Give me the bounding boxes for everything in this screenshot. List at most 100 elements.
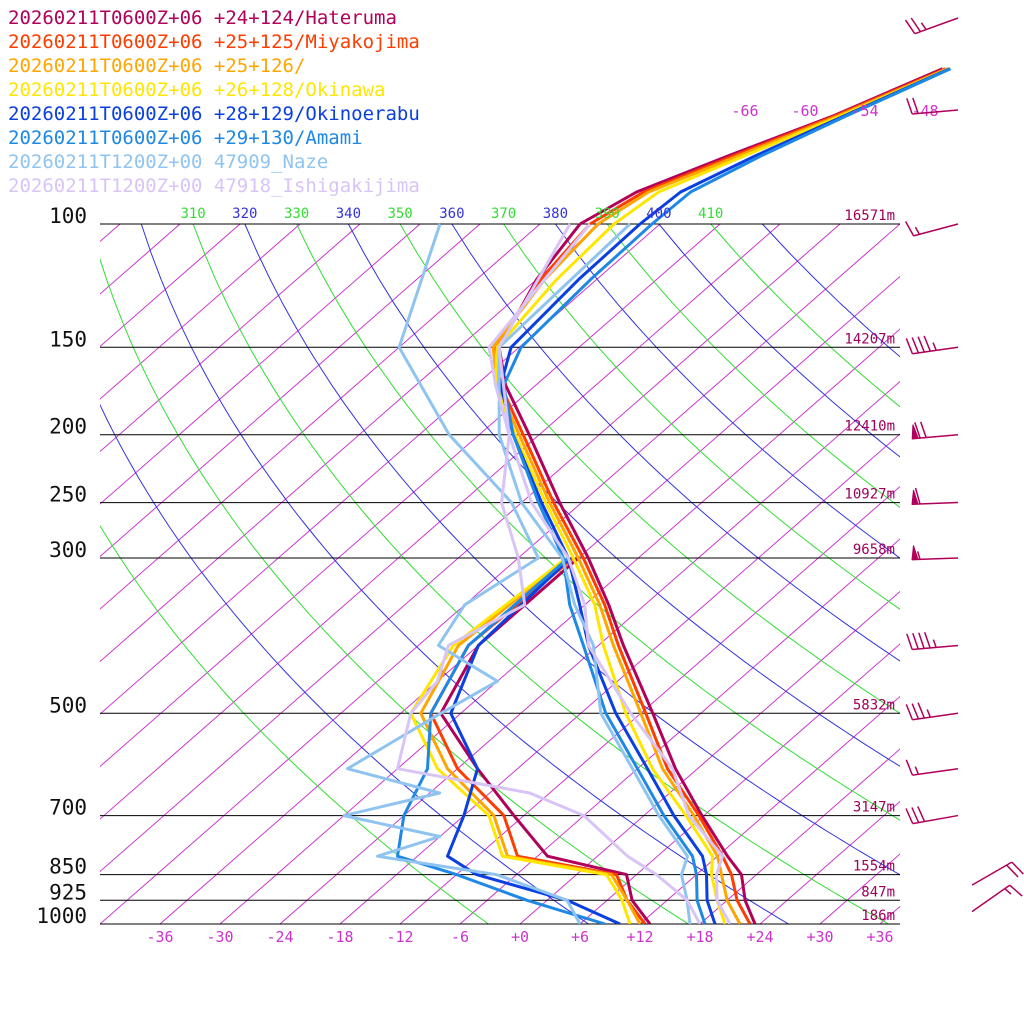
height-label: 5832m	[853, 697, 895, 713]
temperature-tick-label: +0	[511, 928, 529, 946]
wind-barb	[905, 335, 959, 355]
isotherm-line	[759, 800, 900, 924]
legend-entry: 20260211T0600Z+06 +24+124/Hateruma	[8, 7, 397, 29]
temperature-line	[487, 223, 732, 924]
temperature-line-upper	[651, 67, 952, 226]
moist-adiabat-line	[100, 524, 490, 924]
pressure-label: 925	[49, 880, 87, 904]
dry-adiabat-line	[347, 223, 900, 767]
theta-label: 340	[336, 206, 361, 222]
isotherm-line	[219, 328, 900, 924]
wind-barb	[906, 97, 959, 115]
temperature-tick-label: -18	[326, 928, 353, 946]
moist-adiabat-line	[100, 257, 690, 924]
isotherm-line	[579, 643, 900, 924]
isotherm-line	[699, 748, 900, 924]
isotherm-line	[100, 223, 541, 610]
wind-barb	[904, 17, 959, 35]
temperature-tick-label: +30	[806, 928, 833, 946]
temperature-tick-label: +18	[686, 928, 713, 946]
pressure-label: 850	[49, 855, 87, 879]
pressure-label: 1000	[36, 904, 87, 928]
legend-entry: 20260211T0600Z+06 +26+128/Okinawa	[8, 79, 386, 101]
isotherm-line	[100, 223, 841, 873]
legend: 20260211T0600Z+06 +24+124/Hateruma 202602…	[8, 7, 420, 197]
theta-label: 380	[543, 206, 568, 222]
theta-label: 350	[387, 206, 412, 222]
isotherm-line	[279, 380, 900, 924]
dry-adiabat-line	[451, 223, 900, 662]
temperature-tick-label: +24	[746, 928, 773, 946]
isotherm-line	[639, 695, 900, 924]
temperature-tick-label: +36	[866, 928, 893, 946]
height-label: 16571m	[844, 208, 895, 224]
moist-adiabat-line	[296, 223, 900, 821]
theta-label: 390	[595, 206, 620, 222]
isotherm-line	[100, 223, 601, 663]
theta-label: 410	[698, 206, 723, 222]
legend-entry: 20260211T1200Z+00 47909_Naze	[8, 151, 328, 173]
isotherm-line	[399, 485, 900, 924]
height-label: 3147m	[853, 800, 895, 816]
dewpoint-line	[439, 556, 652, 924]
height-label: 186m	[861, 908, 895, 924]
moist-adiabat-line	[503, 223, 900, 610]
dry-adiabat-line	[140, 223, 790, 924]
legend-entry: 20260211T1200Z+00 47918_Ishigakijima	[8, 175, 420, 197]
isotherm-line	[100, 223, 721, 768]
wind-barb	[904, 221, 959, 237]
isotherm-line	[100, 223, 781, 820]
axis-labels: 310 320 330 340 350 360 370 380 390 400 410 100 1657…	[36, 102, 938, 946]
upper-isotherm-label: -54	[852, 102, 879, 120]
pressure-label: 200	[49, 415, 87, 439]
temperature-tick-label: -12	[386, 928, 413, 946]
isotherm-line	[100, 223, 361, 453]
height-label: 14207m	[844, 331, 895, 347]
wind-barb	[905, 759, 959, 776]
wind-barb	[911, 545, 959, 561]
temperature-line	[497, 222, 692, 924]
dewpoint-line	[342, 223, 582, 924]
pressure-label: 700	[49, 796, 87, 820]
wind-barb	[905, 702, 959, 721]
pressure-label: 500	[49, 693, 87, 717]
temperature-tick-label: +6	[571, 928, 589, 946]
dry-adiabat-line	[554, 223, 900, 559]
legend-entry: 20260211T0600Z+06 +29+130/Amami	[8, 127, 363, 149]
temperature-tick-label: -36	[146, 928, 173, 946]
sounding-series	[342, 222, 757, 924]
isotherm-line	[100, 223, 301, 400]
pressure-label: 300	[49, 538, 87, 562]
sounding-series-upper	[579, 67, 952, 226]
moist-adiabat-line	[399, 223, 900, 714]
grid-layer	[100, 223, 900, 924]
theta-label: 330	[284, 206, 309, 222]
wind-barb	[911, 421, 959, 440]
dewpoint-line	[396, 556, 606, 924]
isotherm-line	[100, 223, 481, 558]
dewpoint-line	[396, 223, 702, 924]
wind-barb	[911, 487, 959, 505]
height-label: 10927m	[844, 487, 895, 503]
wind-barb	[906, 632, 959, 651]
temperature-tick-label: -6	[451, 928, 469, 946]
pressure-label: 250	[49, 483, 87, 507]
legend-entry: 20260211T0600Z+06 +28+129/Okinoerabu	[8, 103, 420, 125]
wind-barb	[971, 884, 1023, 913]
isotherm-line	[100, 223, 900, 924]
pressure-label: 100	[49, 204, 87, 228]
moist-adiabat-line	[192, 223, 890, 924]
height-label: 1554m	[853, 859, 895, 875]
theta-label: 320	[232, 206, 257, 222]
temperature-tick-label: -30	[206, 928, 233, 946]
theta-label: 400	[646, 206, 671, 222]
dewpoint-line	[409, 556, 632, 924]
dewpoint-line	[446, 556, 621, 924]
isotherm-line	[100, 223, 241, 348]
height-label: 12410m	[844, 419, 895, 435]
temperature-line	[494, 222, 727, 924]
isotherm-line	[339, 433, 900, 924]
temperature-tick-label: +12	[626, 928, 653, 946]
